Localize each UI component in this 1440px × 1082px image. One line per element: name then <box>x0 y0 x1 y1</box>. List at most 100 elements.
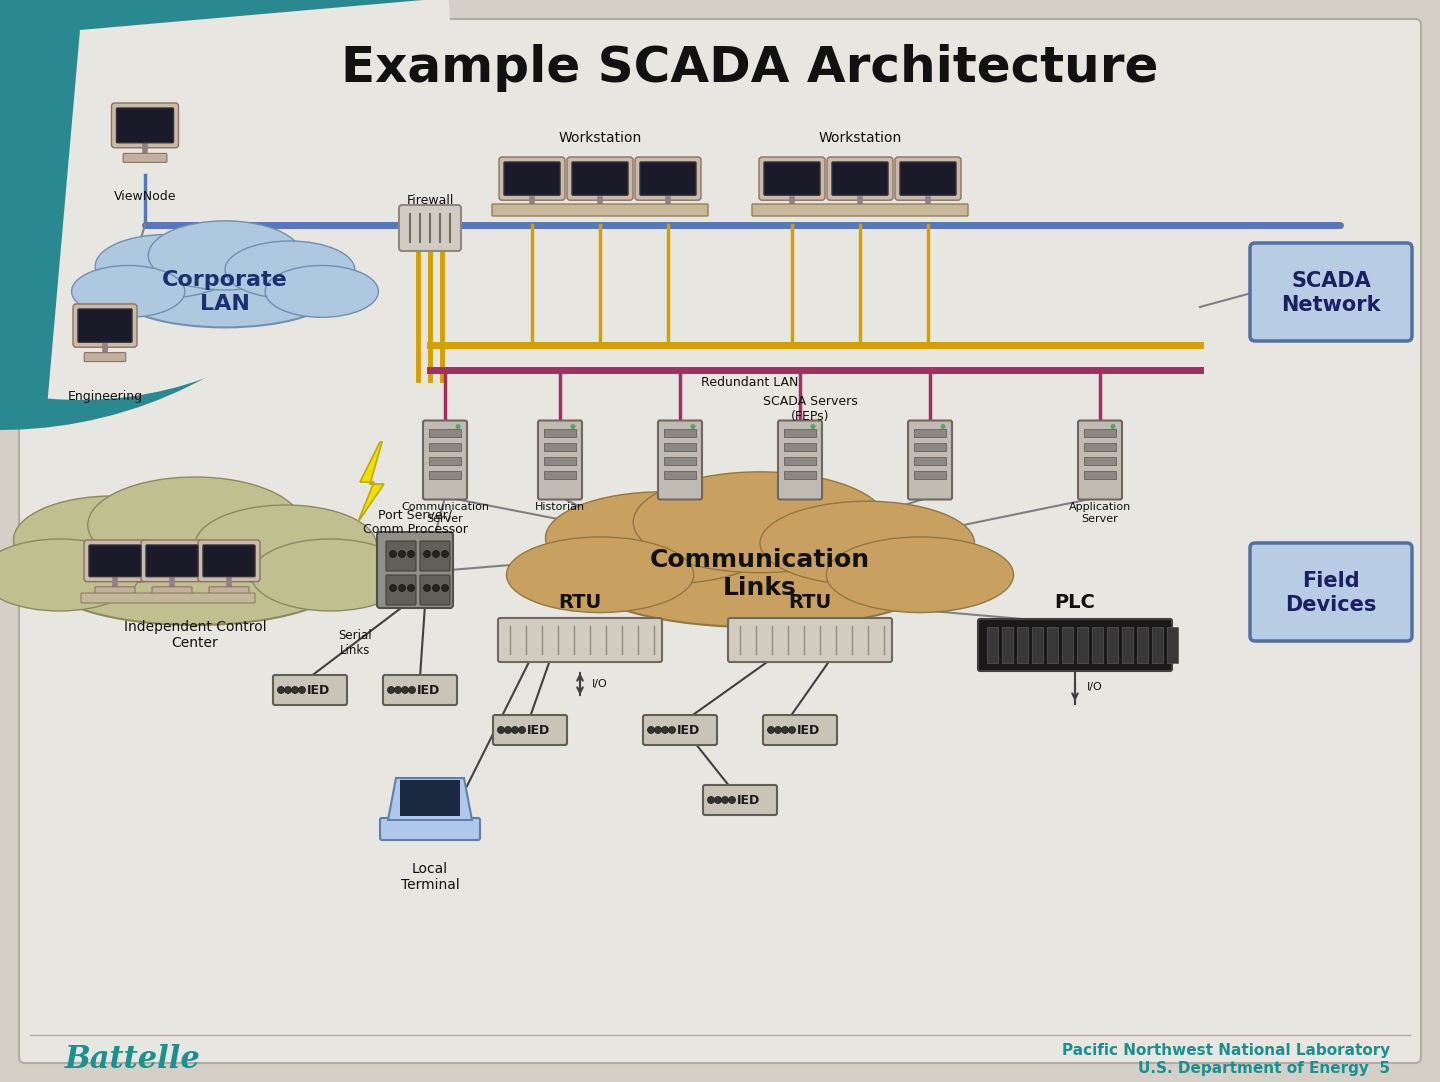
Circle shape <box>782 726 789 734</box>
Circle shape <box>729 796 736 804</box>
Circle shape <box>714 796 721 804</box>
FancyBboxPatch shape <box>783 457 816 464</box>
FancyBboxPatch shape <box>492 204 708 216</box>
Circle shape <box>789 726 795 734</box>
FancyBboxPatch shape <box>759 157 825 200</box>
Circle shape <box>648 726 655 734</box>
Text: Communication
Links: Communication Links <box>649 549 870 599</box>
FancyBboxPatch shape <box>1032 626 1043 663</box>
Text: Independent Control
Center: Independent Control Center <box>124 620 266 650</box>
Wedge shape <box>48 0 449 400</box>
FancyBboxPatch shape <box>770 206 814 214</box>
Text: Field
Devices: Field Devices <box>1286 571 1377 615</box>
Text: Communication
Server: Communication Server <box>400 502 490 524</box>
Circle shape <box>775 726 782 734</box>
FancyBboxPatch shape <box>423 421 467 500</box>
Circle shape <box>387 686 395 694</box>
FancyBboxPatch shape <box>117 108 173 143</box>
FancyBboxPatch shape <box>658 421 703 500</box>
Wedge shape <box>0 0 431 430</box>
Ellipse shape <box>95 235 236 298</box>
FancyBboxPatch shape <box>544 443 576 450</box>
FancyBboxPatch shape <box>274 675 347 705</box>
Text: IED: IED <box>796 724 819 737</box>
Circle shape <box>661 726 668 734</box>
Text: Corporate
LAN: Corporate LAN <box>163 270 288 314</box>
Text: ViewNode: ViewNode <box>114 190 176 203</box>
FancyBboxPatch shape <box>579 206 622 214</box>
Ellipse shape <box>251 539 409 611</box>
Circle shape <box>285 686 291 694</box>
Circle shape <box>402 686 409 694</box>
Circle shape <box>408 584 415 592</box>
FancyBboxPatch shape <box>1084 457 1116 464</box>
Ellipse shape <box>88 477 302 573</box>
Ellipse shape <box>507 537 694 612</box>
Text: IED: IED <box>677 724 700 737</box>
FancyBboxPatch shape <box>122 154 167 162</box>
Ellipse shape <box>13 496 212 584</box>
FancyBboxPatch shape <box>89 545 141 577</box>
FancyBboxPatch shape <box>386 541 416 571</box>
Circle shape <box>278 686 285 694</box>
FancyBboxPatch shape <box>95 586 135 596</box>
FancyBboxPatch shape <box>1002 626 1012 663</box>
Text: IED: IED <box>736 793 760 806</box>
FancyBboxPatch shape <box>1084 471 1116 478</box>
Circle shape <box>497 726 504 734</box>
FancyBboxPatch shape <box>145 545 199 577</box>
FancyBboxPatch shape <box>429 457 461 464</box>
Text: Battelle: Battelle <box>65 1044 200 1076</box>
FancyBboxPatch shape <box>914 428 946 436</box>
FancyBboxPatch shape <box>209 586 249 596</box>
Text: PLC: PLC <box>1054 594 1096 612</box>
FancyBboxPatch shape <box>1047 626 1058 663</box>
Circle shape <box>442 551 448 557</box>
Circle shape <box>455 424 461 428</box>
FancyBboxPatch shape <box>827 157 893 200</box>
FancyBboxPatch shape <box>664 457 696 464</box>
Circle shape <box>668 726 675 734</box>
Text: Firewall: Firewall <box>406 194 454 207</box>
Text: I/O: I/O <box>1087 682 1103 692</box>
Text: I/O: I/O <box>592 679 608 689</box>
Circle shape <box>389 584 396 592</box>
FancyBboxPatch shape <box>664 471 696 478</box>
FancyBboxPatch shape <box>84 353 125 361</box>
Circle shape <box>442 584 448 592</box>
Text: Workstation: Workstation <box>559 131 642 145</box>
FancyBboxPatch shape <box>1107 626 1117 663</box>
FancyBboxPatch shape <box>420 575 449 605</box>
Text: Engineering: Engineering <box>68 390 143 403</box>
FancyBboxPatch shape <box>420 541 449 571</box>
FancyBboxPatch shape <box>504 162 560 195</box>
FancyBboxPatch shape <box>1063 626 1073 663</box>
FancyBboxPatch shape <box>383 675 456 705</box>
Text: Workstation: Workstation <box>818 131 901 145</box>
Ellipse shape <box>265 265 379 317</box>
FancyBboxPatch shape <box>84 540 145 582</box>
Text: Example SCADA Architecture: Example SCADA Architecture <box>341 44 1159 92</box>
FancyBboxPatch shape <box>1122 626 1133 663</box>
FancyBboxPatch shape <box>907 206 949 214</box>
Text: IED: IED <box>416 684 439 697</box>
FancyBboxPatch shape <box>639 162 696 195</box>
Ellipse shape <box>194 505 376 585</box>
FancyBboxPatch shape <box>838 206 881 214</box>
FancyBboxPatch shape <box>978 619 1172 671</box>
Text: Serial
Links: Serial Links <box>338 629 372 657</box>
Circle shape <box>707 796 714 804</box>
FancyBboxPatch shape <box>1152 626 1164 663</box>
FancyBboxPatch shape <box>492 715 567 745</box>
Circle shape <box>423 551 431 557</box>
FancyBboxPatch shape <box>703 786 778 815</box>
FancyBboxPatch shape <box>832 162 888 195</box>
FancyBboxPatch shape <box>763 715 837 745</box>
Circle shape <box>432 551 439 557</box>
Ellipse shape <box>225 241 354 299</box>
Text: SCADA
Network: SCADA Network <box>1282 272 1381 315</box>
Ellipse shape <box>827 537 1014 612</box>
Ellipse shape <box>585 532 936 628</box>
FancyBboxPatch shape <box>752 204 968 216</box>
Ellipse shape <box>0 539 138 611</box>
